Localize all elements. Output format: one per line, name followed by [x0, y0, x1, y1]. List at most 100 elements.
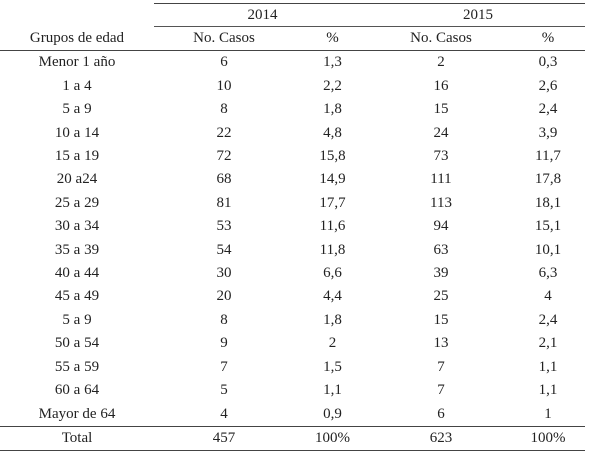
cases-2014-cell: 54 — [216, 241, 232, 258]
age-group-cell: 10 a 14 — [54, 124, 100, 141]
percent-2015-cell: 11,7 — [535, 148, 561, 165]
percent-2014-cell: 11,6 — [319, 218, 346, 235]
table-row: 30 a 34 53 11,6 94 15,1 — [0, 215, 585, 238]
header-cases-2014: No. Casos — [154, 26, 294, 52]
cases-2015-cell: 7 — [437, 382, 445, 399]
percent-2014-cell: 2 — [328, 335, 337, 352]
cases-2015-cell: 15 — [433, 101, 449, 118]
percent-2014-cell: 0,9 — [323, 405, 342, 422]
table-row: 35 a 39 54 11,8 63 10,1 — [0, 239, 585, 262]
total-row: Total 457 100% 623 100% — [0, 425, 585, 451]
table-row: 10 a 14 22 4,8 24 3,9 — [0, 122, 585, 145]
column-header-row: Grupos de edad No. Casos % No. Casos % — [0, 26, 585, 52]
cases-2014-cell: 4 — [220, 405, 228, 422]
age-group-cell: 50 a 54 — [54, 335, 100, 352]
percent-2015-cell: 15,1 — [534, 218, 562, 235]
age-group-cell: 35 a 39 — [54, 241, 100, 258]
cases-2014-cell: 81 — [216, 194, 232, 211]
percent-2014-cell: 1,8 — [323, 101, 342, 118]
year-2014-header: 2014 — [154, 3, 371, 27]
cases-2014-cell: 7 — [220, 358, 228, 375]
age-group-cell: 45 a 49 — [54, 288, 100, 305]
year-header-spacer — [0, 4, 154, 27]
age-group-cell: 1 a 4 — [62, 77, 92, 94]
percent-2015-cell: 2,6 — [538, 77, 558, 94]
age-group-cell: 40 a 44 — [54, 265, 100, 282]
age-group-cell: 5 a 9 — [62, 101, 92, 118]
percent-2015-cell: 2,4 — [538, 311, 558, 328]
year-2015-header: 2015 — [371, 3, 585, 27]
age-group-cell: 55 a 59 — [54, 358, 100, 375]
age-group-cell: Mayor de 64 — [38, 405, 116, 422]
percent-2014-cell: 15,8 — [319, 148, 346, 165]
age-group-cell: 25 a 29 — [54, 194, 100, 211]
table-row: 40 a 44 30 6,6 39 6,3 — [0, 262, 585, 285]
cases-2014-cell: 22 — [216, 124, 232, 141]
cases-2015-cell: 13 — [433, 335, 449, 352]
cases-2015-cell: 16 — [433, 77, 449, 94]
cases-2014-cell: 53 — [216, 218, 232, 235]
cases-2015-cell: 94 — [433, 218, 449, 235]
percent-2015-cell: 1 — [544, 405, 552, 422]
percent-2015-cell: 4 — [544, 288, 552, 305]
cases-2014-cell: 10 — [216, 77, 232, 94]
cases-2015-cell: 39 — [433, 265, 449, 282]
age-group-cases-table: 2014 2015 Grupos de edad No. Casos % No.… — [0, 3, 585, 451]
cases-2014-cell: 30 — [216, 265, 232, 282]
cases-2014-cell: 9 — [220, 335, 228, 352]
percent-2014-cell: 4,8 — [323, 124, 342, 141]
percent-2015-cell: 17,8 — [534, 171, 562, 188]
total-percent-2015: 100% — [511, 425, 585, 451]
percent-2015-cell: 18,1 — [534, 194, 562, 211]
percent-2014-cell: 14,9 — [319, 171, 346, 188]
cases-2014-cell: 72 — [216, 148, 232, 165]
table-row: 5 a 9 8 1,8 15 2,4 — [0, 98, 585, 121]
table-row: 50 a 54 9 2 13 2,1 — [0, 332, 585, 355]
age-group-cell: 20 a24 — [56, 171, 98, 188]
cases-2015-cell: 15 — [433, 311, 449, 328]
percent-2015-cell: 1,1 — [538, 358, 558, 375]
percent-2015-cell: 2,4 — [538, 101, 558, 118]
percent-2014-cell: 1,8 — [323, 311, 342, 328]
cases-2014-cell: 68 — [216, 171, 232, 188]
table-row: 15 a 19 72 15,8 73 11,7 — [0, 145, 585, 168]
age-group-cell: 60 a 64 — [54, 382, 100, 399]
percent-2015-cell: 2,1 — [538, 335, 558, 352]
cases-2014-cell: 5 — [220, 382, 228, 399]
percent-2015-cell: 10,1 — [534, 241, 562, 258]
table-row: Mayor de 64 4 0,9 6 1 — [0, 403, 585, 427]
total-percent-2014: 100% — [294, 425, 371, 451]
age-group-cell: Menor 1 año — [38, 54, 116, 71]
percent-2015-cell: 3,9 — [538, 124, 558, 141]
cases-2015-cell: 111 — [430, 171, 452, 188]
table-row: 1 a 4 10 2,2 16 2,6 — [0, 75, 585, 98]
percent-2014-cell: 17,7 — [319, 194, 346, 211]
percent-2014-cell: 1,5 — [323, 358, 342, 375]
percent-2014-cell: 6,6 — [323, 265, 342, 282]
cases-2014-cell: 8 — [220, 311, 228, 328]
cases-2015-cell: 63 — [433, 241, 449, 258]
percent-2014-cell: 2,2 — [323, 77, 342, 94]
percent-2015-cell: 0,3 — [538, 54, 558, 71]
cases-2015-cell: 25 — [433, 288, 449, 305]
table-row: 5 a 9 8 1,8 15 2,4 — [0, 309, 585, 332]
cases-2014-cell: 8 — [220, 101, 228, 118]
header-cases-2015: No. Casos — [371, 26, 511, 52]
age-group-cell: 30 a 34 — [54, 218, 100, 235]
cases-2015-cell: 24 — [433, 124, 449, 141]
age-group-cell: 5 a 9 — [62, 311, 92, 328]
table-row: 20 a24 68 14,9 111 17,8 — [0, 168, 585, 191]
total-cases-2014: 457 — [154, 425, 294, 451]
cases-2015-cell: 7 — [437, 358, 445, 375]
table-row: 25 a 29 81 17,7 113 18,1 — [0, 192, 585, 215]
header-percent-2015: % — [511, 26, 585, 52]
header-percent-2014: % — [294, 26, 371, 52]
cases-2014-cell: 20 — [216, 288, 232, 305]
cases-2015-cell: 2 — [437, 54, 445, 71]
percent-2014-cell: 4,4 — [323, 288, 342, 305]
total-cases-2015: 623 — [371, 425, 511, 451]
cases-2015-cell: 73 — [433, 148, 449, 165]
table-row: 60 a 64 5 1,1 7 1,1 — [0, 379, 585, 402]
percent-2014-cell: 1,3 — [323, 54, 342, 71]
